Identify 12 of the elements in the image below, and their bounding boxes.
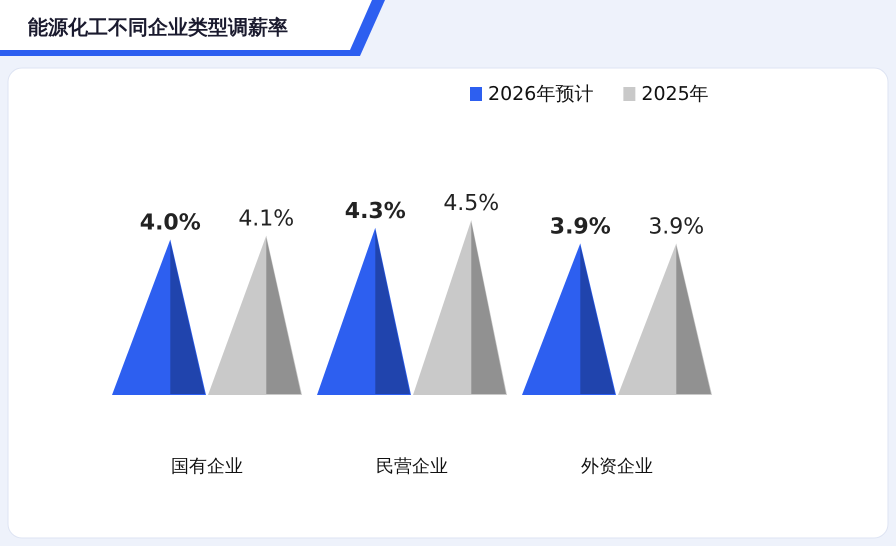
data-label: 4.5% <box>443 191 500 216</box>
x-tick-label: 国有企业 <box>171 456 243 477</box>
data-label: 4.3% <box>344 198 406 224</box>
legend-label: 2025年 <box>641 83 709 105</box>
x-tick-label: 民营企业 <box>376 456 448 477</box>
x-tick-label: 外资企业 <box>581 456 653 477</box>
data-label: 3.9% <box>550 214 611 240</box>
data-label: 4.0% <box>140 210 201 236</box>
data-label: 3.9% <box>648 214 704 240</box>
legend-label: 2026年预计 <box>488 83 594 105</box>
chart-title: 能源化工不同企业类型调薪率 <box>28 15 288 39</box>
data-label: 4.1% <box>238 206 294 232</box>
